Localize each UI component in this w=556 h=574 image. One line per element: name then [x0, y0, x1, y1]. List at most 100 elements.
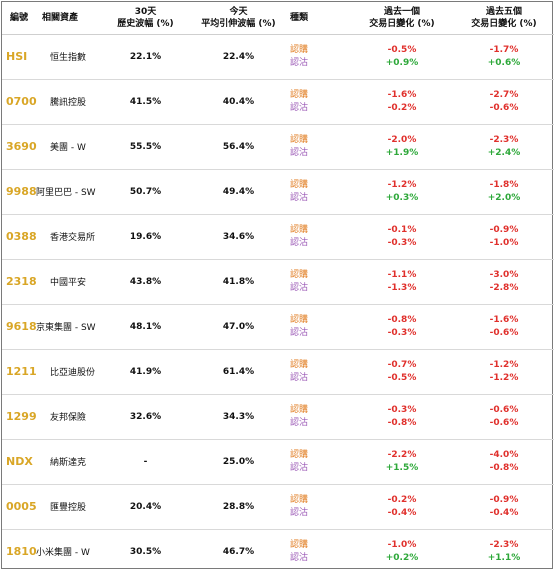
one-day-change-cell: -0.5% +0.9% — [350, 34, 454, 79]
asset-code[interactable]: HSI — [6, 50, 28, 63]
asset-code[interactable]: 2318 — [6, 275, 37, 288]
asset-code[interactable]: 3690 — [6, 140, 37, 153]
put-label: 認沽 — [290, 462, 309, 473]
asset-code[interactable]: NDX — [6, 455, 33, 468]
five-day-change-cell: -0.6% -0.6% — [454, 394, 554, 439]
one-day-change-cell: -0.3% -0.8% — [350, 394, 454, 439]
put-label: 認沽 — [290, 372, 309, 383]
one-day-change-put: -0.3% — [387, 327, 417, 338]
put-label: 認沽 — [290, 552, 309, 563]
call-label: 認購 — [290, 44, 309, 55]
asset-name: 恒生指數 — [50, 53, 87, 63]
five-day-change-call: -3.0% — [489, 269, 519, 280]
one-day-change-cell: -1.0% +0.2% — [350, 529, 454, 574]
one-day-change-put: -0.8% — [387, 417, 417, 428]
call-label: 認購 — [290, 359, 309, 370]
table-row: 1810 小米集團 - W 30.5% 46.7% 認購 認沽 -1.0% +0.2% -2.3… — [2, 529, 554, 574]
header-1day-change: 過去一個 交易日變化 (%) — [369, 6, 435, 29]
five-day-change-cell: -1.7% +0.6% — [454, 34, 554, 79]
one-day-change-cell: -0.7% -0.5% — [350, 349, 454, 394]
header-code: 編號 — [9, 12, 28, 23]
asset-name: 中國平安 — [50, 278, 87, 288]
one-day-change-cell: -1.1% -1.3% — [350, 259, 454, 304]
call-label: 認購 — [290, 89, 309, 100]
put-label: 認沽 — [290, 417, 309, 428]
historical-volatility: 48.1% — [129, 321, 162, 332]
asset-name: 友邦保險 — [50, 413, 87, 423]
five-day-change-put: -0.6% — [489, 102, 519, 113]
put-label: 認沽 — [290, 237, 309, 248]
kind-cell: 認購 認沽 — [286, 394, 350, 439]
asset-code[interactable]: 1299 — [6, 410, 37, 423]
five-day-change-cell: -4.0% -0.8% — [454, 439, 554, 484]
five-day-change-put: -0.6% — [489, 417, 519, 428]
one-day-change-put: +1.5% — [385, 462, 419, 473]
implied-volatility: 40.4% — [222, 96, 255, 107]
kind-cell: 認購 認沽 — [286, 484, 350, 529]
asset-name: 比亞迪股份 — [50, 368, 96, 378]
historical-volatility: - — [143, 456, 148, 467]
five-day-change-call: -0.9% — [489, 494, 519, 505]
asset-code[interactable]: 0700 — [6, 95, 37, 108]
historical-volatility: 55.5% — [129, 141, 162, 152]
five-day-change-cell: -3.0% -2.8% — [454, 259, 554, 304]
historical-volatility: 20.4% — [129, 501, 162, 512]
one-day-change-put: +0.3% — [385, 192, 419, 203]
five-day-change-put: +2.4% — [487, 147, 521, 158]
asset-code[interactable]: 0388 — [6, 230, 37, 243]
five-day-change-cell: -0.9% -1.0% — [454, 214, 554, 259]
call-label: 認購 — [290, 404, 309, 415]
five-day-change-put: +0.6% — [487, 57, 521, 68]
implied-volatility: 46.7% — [222, 546, 255, 557]
asset-name: 京東集團 - SW — [36, 323, 96, 333]
implied-volatility: 47.0% — [222, 321, 255, 332]
put-label: 認沽 — [290, 192, 309, 203]
asset-code[interactable]: 1211 — [6, 365, 37, 378]
kind-cell: 認購 認沽 — [286, 214, 350, 259]
historical-volatility: 22.1% — [129, 51, 162, 62]
implied-volatility: 49.4% — [222, 186, 255, 197]
five-day-change-put: -2.8% — [489, 282, 519, 293]
asset-name: 阿里巴巴 - SW — [36, 188, 96, 198]
put-label: 認沽 — [290, 57, 309, 68]
asset-code[interactable]: 0005 — [6, 500, 37, 513]
kind-cell: 認購 認沽 — [286, 439, 350, 484]
implied-volatility: 25.0% — [222, 456, 255, 467]
header-implied-volatility: 今天 平均引伸波幅 (%) — [201, 6, 276, 29]
implied-volatility: 22.4% — [222, 51, 255, 62]
five-day-change-call: -4.0% — [489, 449, 519, 460]
asset-name: 香港交易所 — [50, 233, 96, 243]
one-day-change-call: -0.7% — [387, 359, 417, 370]
one-day-change-call: -1.0% — [387, 539, 417, 550]
five-day-change-cell: -2.7% -0.6% — [454, 79, 554, 124]
asset-code[interactable]: 9988 — [6, 185, 37, 198]
asset-code[interactable]: 1810 — [6, 545, 37, 559]
kind-cell: 認購 認沽 — [286, 259, 350, 304]
asset-name: 騰訊控股 — [50, 98, 87, 108]
asset-name: 美團 - W — [50, 143, 86, 153]
five-day-change-call: -1.7% — [489, 44, 519, 55]
one-day-change-cell: -2.0% +1.9% — [350, 124, 454, 169]
asset-code[interactable]: 9618 — [6, 320, 37, 333]
five-day-change-cell: -2.3% +2.4% — [454, 124, 554, 169]
table-header-row: 編號 相關資產 30天 歷史波幅 (%) 今天 平均引伸波幅 (%) 種類 過去一個… — [2, 2, 554, 34]
kind-cell: 認購 認沽 — [286, 79, 350, 124]
one-day-change-cell: -1.6% -0.2% — [350, 79, 454, 124]
historical-volatility: 43.8% — [129, 276, 162, 287]
one-day-change-call: -1.1% — [387, 269, 417, 280]
put-label: 認沽 — [290, 147, 309, 158]
put-label: 認沽 — [290, 282, 309, 293]
five-day-change-put: -1.0% — [489, 237, 519, 248]
historical-volatility: 30.5% — [129, 546, 162, 557]
one-day-change-call: -0.8% — [387, 314, 417, 325]
kind-cell: 認購 認沽 — [286, 349, 350, 394]
one-day-change-call: -2.2% — [387, 449, 417, 460]
one-day-change-put: -1.3% — [387, 282, 417, 293]
table-row: HSI 恒生指數 22.1% 22.4% 認購認沽 -0.5% +0.9% -1.7% +0.6… — [2, 34, 554, 79]
five-day-change-call: -1.8% — [489, 179, 519, 190]
asset-name: 小米集團 - W — [36, 548, 90, 559]
five-day-change-call: -2.3% — [489, 134, 519, 145]
historical-volatility: 50.7% — [129, 186, 162, 197]
five-day-change-call: -1.2% — [489, 359, 519, 370]
